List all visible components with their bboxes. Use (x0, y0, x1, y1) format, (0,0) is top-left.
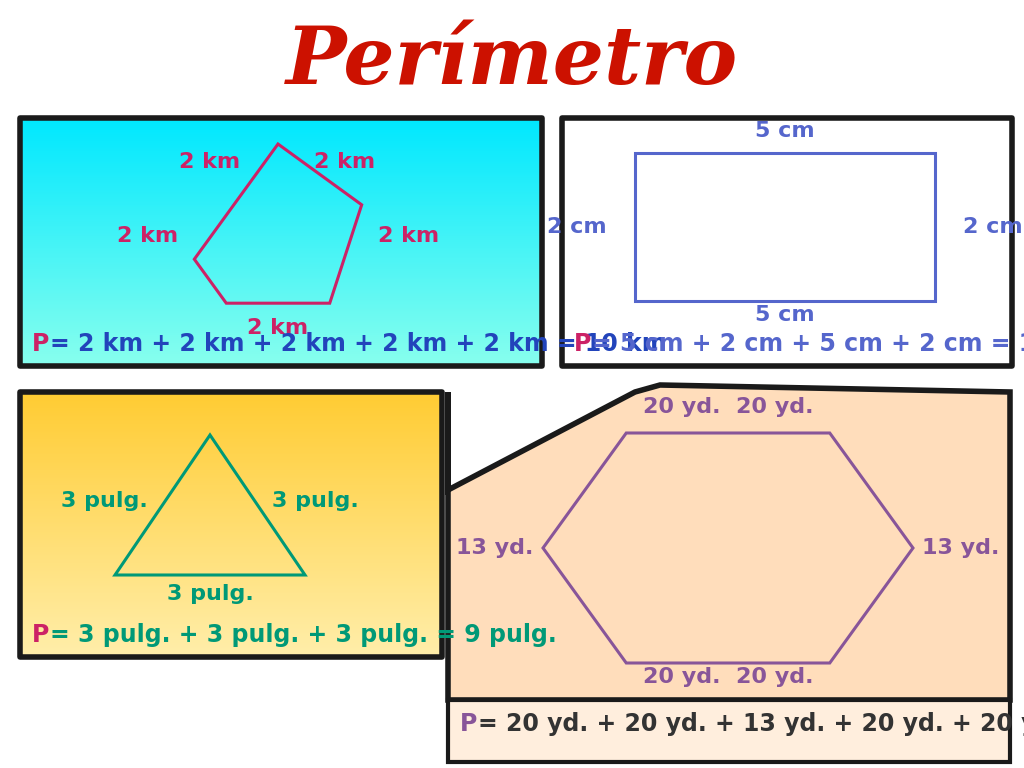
Text: 2 cm: 2 cm (963, 217, 1023, 237)
Bar (449, 700, 1010, 762)
Text: 5 cm: 5 cm (755, 121, 815, 141)
Bar (562, 118, 1012, 366)
Text: P: P (574, 332, 592, 356)
Text: P: P (32, 332, 49, 356)
Text: 20 yd.: 20 yd. (735, 667, 813, 687)
Text: = 3 pulg. + 3 pulg. + 3 pulg. = 9 pulg.: = 3 pulg. + 3 pulg. + 3 pulg. = 9 pulg. (50, 623, 557, 647)
Text: 3 pulg.: 3 pulg. (272, 491, 358, 511)
Text: 3 pulg.: 3 pulg. (61, 491, 148, 511)
Text: P: P (460, 712, 477, 736)
Text: Perímetro: Perímetro (286, 23, 738, 101)
Text: 2 km: 2 km (248, 318, 308, 338)
Bar (20, 392, 442, 657)
Text: = 2 km + 2 km + 2 km + 2 km + 2 km = 10 km: = 2 km + 2 km + 2 km + 2 km + 2 km = 10 … (50, 332, 667, 356)
Text: 2 km: 2 km (378, 226, 439, 246)
Text: 2 km: 2 km (314, 152, 376, 172)
Text: 2 km: 2 km (179, 152, 241, 172)
Text: 13 yd.: 13 yd. (457, 538, 534, 558)
Text: 2 cm: 2 cm (548, 217, 607, 237)
Text: P: P (32, 623, 49, 647)
Text: 2 km: 2 km (117, 226, 178, 246)
Bar (20, 118, 542, 366)
Text: 20 yd.: 20 yd. (735, 397, 813, 417)
Text: = 20 yd. + 20 yd. + 13 yd. + 20 yd. + 20 yd. + 13 yd. = 106 yd.: = 20 yd. + 20 yd. + 13 yd. + 20 yd. + 20… (478, 712, 1024, 736)
Text: 5 cm: 5 cm (755, 305, 815, 325)
Bar (635, 153, 935, 301)
Text: = 5 cm + 2 cm + 5 cm + 2 cm = 14 cm: = 5 cm + 2 cm + 5 cm + 2 cm = 14 cm (592, 332, 1024, 356)
Text: 3 pulg.: 3 pulg. (167, 584, 253, 604)
Polygon shape (449, 385, 1010, 700)
Text: 13 yd.: 13 yd. (923, 538, 999, 558)
Text: 20 yd.: 20 yd. (643, 667, 721, 687)
Text: 20 yd.: 20 yd. (643, 397, 721, 417)
